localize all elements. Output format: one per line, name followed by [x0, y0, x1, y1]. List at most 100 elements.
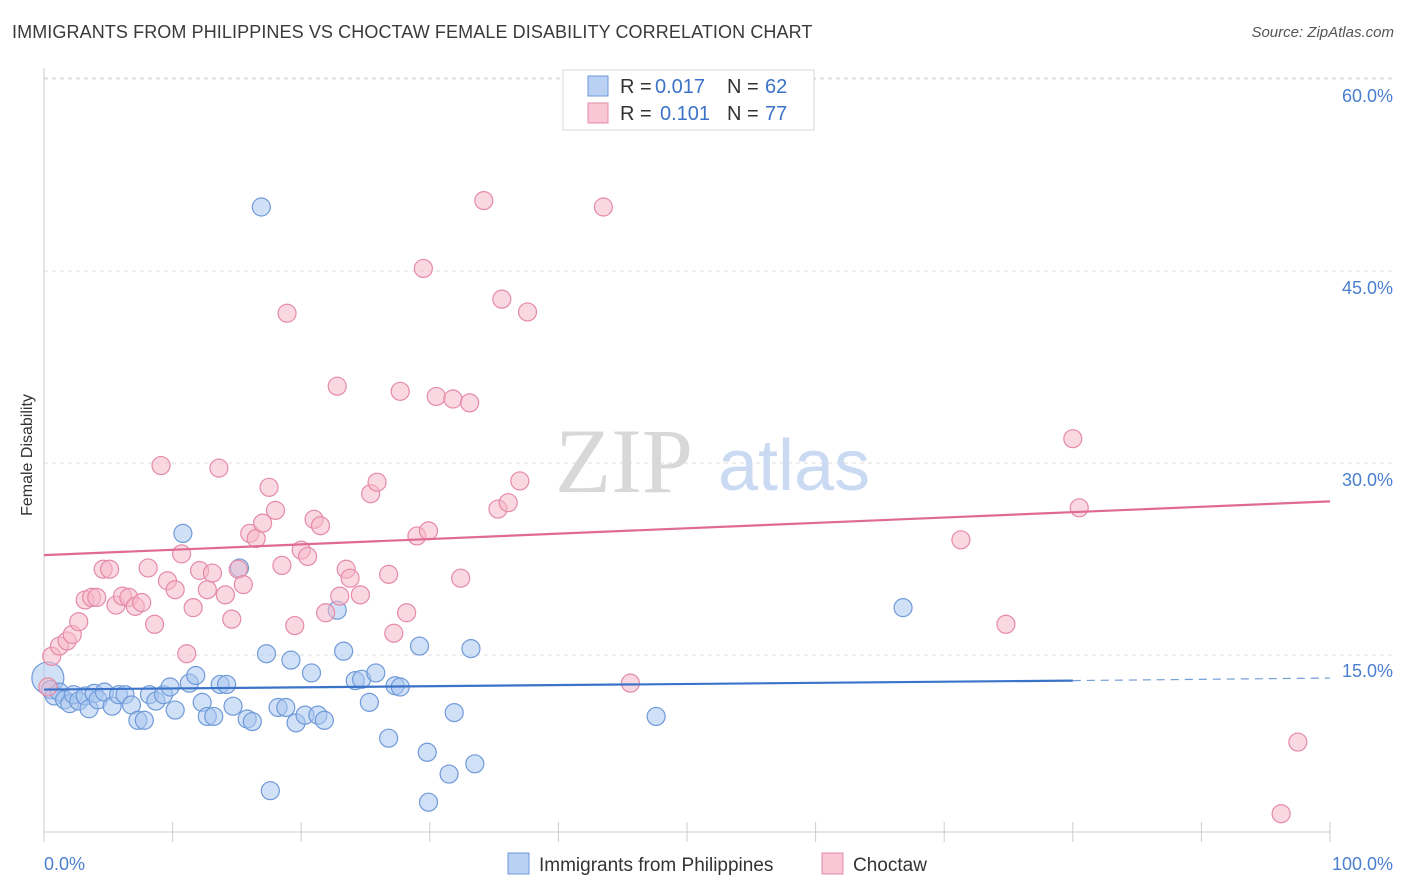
choctaw-point — [413, 258, 433, 279]
choctaw-point — [460, 393, 480, 413]
choctaw-point — [492, 289, 512, 309]
philippines-point — [418, 792, 439, 812]
legend-n-label-1: N = — [727, 76, 759, 98]
philippines-point — [334, 641, 354, 661]
choctaw-point — [951, 530, 971, 550]
legend-r-value-1: 0.017 — [655, 76, 705, 98]
choctaw-point — [165, 580, 185, 600]
choctaw-point — [620, 673, 641, 693]
choctaw-point — [132, 592, 152, 613]
y-tick-label-60: 60.0% — [1342, 86, 1393, 106]
philippines-point — [439, 764, 459, 784]
choctaw-point — [202, 563, 223, 583]
bottom-legend-label-choctaw: Choctaw — [853, 855, 927, 876]
legend-swatch-blue — [587, 75, 609, 97]
choctaw-point — [1288, 732, 1308, 752]
y-tick-label-15: 15.0% — [1342, 661, 1393, 681]
choctaw-point — [298, 546, 318, 567]
philippines-point — [186, 665, 206, 686]
bottom-legend-label-philippines: Immigrants from Philippines — [539, 855, 773, 876]
series-choctaw-points — [38, 191, 1308, 824]
legend-r-value-2: 0.101 — [660, 103, 710, 125]
chart-title: IMMIGRANTS FROM PHILIPPINES VS CHOCTAW F… — [12, 22, 813, 42]
philippines-point — [160, 677, 180, 697]
watermark: ZIP atlas — [555, 410, 870, 512]
philippines-point — [444, 702, 464, 723]
choctaw-point — [390, 381, 410, 401]
choctaw-point — [183, 598, 203, 618]
legend-n-value-2: 77 — [765, 103, 787, 125]
philippines-point — [409, 636, 430, 656]
choctaw-point — [384, 623, 404, 643]
philippines-point — [260, 781, 280, 801]
choctaw-point — [397, 603, 417, 623]
legend-r-label-1: R = — [620, 76, 652, 98]
choctaw-point — [451, 568, 471, 588]
choctaw-point — [310, 516, 331, 536]
choctaw-point — [87, 587, 107, 608]
choctaw-point — [1069, 498, 1089, 518]
legend-swatch-pink — [587, 102, 609, 124]
bottom-legend: Immigrants from Philippines Choctaw — [507, 852, 927, 876]
choctaw-point — [367, 472, 387, 492]
philippines-point — [251, 197, 271, 217]
legend-box: R = 0.017 N = 62 R = 0.101 N = 77 — [562, 69, 815, 131]
x-tick-label-0: 0.0% — [44, 854, 85, 874]
choctaw-point — [340, 568, 360, 588]
choctaw-point — [177, 644, 197, 664]
choctaw-point — [215, 585, 235, 605]
choctaw-point — [517, 302, 538, 322]
legend-r-label-2: R = — [620, 103, 652, 125]
watermark-zip: ZIP — [555, 410, 693, 512]
philippines-point — [366, 663, 386, 683]
choctaw-trend-line — [43, 500, 1331, 557]
philippines-point — [417, 742, 437, 762]
choctaw-point — [209, 458, 229, 478]
philippines-point — [893, 598, 913, 618]
y-tick-label-45: 45.0% — [1342, 278, 1393, 298]
philippines-point — [204, 706, 224, 727]
choctaw-point — [285, 615, 305, 636]
choctaw-point — [350, 585, 370, 605]
choctaw-point — [498, 493, 518, 513]
bottom-legend-swatch-pink — [821, 852, 844, 875]
legend-n-value-1: 62 — [765, 76, 787, 98]
choctaw-point — [277, 303, 297, 323]
philippines-point — [646, 706, 666, 727]
philippines-point — [379, 728, 399, 748]
choctaw-point — [38, 677, 58, 697]
choctaw-point — [253, 513, 273, 533]
choctaw-point — [265, 500, 286, 520]
choctaw-point — [151, 455, 171, 476]
choctaw-point — [144, 614, 165, 634]
philippines-trend-extension — [1072, 677, 1331, 682]
bottom-legend-swatch-blue — [507, 852, 530, 875]
philippines-point — [301, 663, 322, 683]
choctaw-point — [330, 586, 350, 606]
choctaw-point — [259, 477, 279, 497]
philippines-point — [276, 697, 296, 718]
philippines-point — [461, 638, 481, 659]
philippines-point — [242, 711, 262, 732]
choctaw-point — [418, 521, 439, 541]
choctaw-point — [222, 609, 242, 629]
choctaw-point — [1271, 804, 1291, 824]
choctaw-point — [379, 564, 399, 584]
philippines-point — [465, 754, 485, 774]
choctaw-point — [272, 555, 292, 576]
philippines-point — [281, 650, 301, 670]
choctaw-point — [593, 197, 614, 217]
trend-lines — [43, 500, 1331, 691]
watermark-atlas: atlas — [718, 426, 870, 506]
x-tick-label-100: 100.0% — [1332, 854, 1393, 874]
choctaw-point — [1063, 429, 1083, 449]
philippines-point — [173, 523, 193, 544]
philippines-trend-line — [43, 679, 1073, 691]
philippines-point — [134, 710, 154, 730]
choctaw-point — [327, 376, 347, 396]
choctaw-point — [443, 389, 463, 409]
choctaw-point — [99, 559, 120, 579]
choctaw-point — [510, 471, 530, 491]
choctaw-point — [996, 614, 1016, 634]
